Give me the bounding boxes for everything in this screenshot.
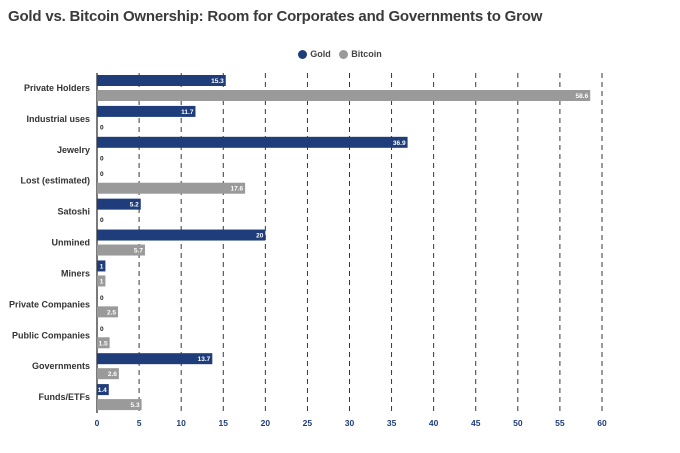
data-label-gold: 36.9 <box>393 140 406 147</box>
bar-bitcoin <box>97 244 145 256</box>
x-tick-label: 55 <box>555 418 565 428</box>
data-label-bitcoin: 5.7 <box>134 248 143 255</box>
category-label: Satoshi <box>57 207 90 217</box>
legend-swatch-gold <box>298 49 308 59</box>
bar-bitcoin <box>97 399 142 411</box>
x-tick-label: 35 <box>387 418 397 428</box>
data-label-bitcoin: 2.5 <box>107 309 116 316</box>
x-tick-label: 40 <box>429 418 439 428</box>
x-tick-label: 60 <box>597 418 607 428</box>
legend-item-gold: Gold <box>298 49 331 59</box>
bar-gold <box>97 384 109 396</box>
x-tick-label: 45 <box>471 418 481 428</box>
data-label-gold: 5.2 <box>130 202 139 209</box>
category-label: Miners <box>61 268 90 278</box>
bar-gold <box>97 75 226 86</box>
data-label-gold: 0 <box>100 171 104 178</box>
legend-swatch-bitcoin <box>339 49 349 59</box>
data-label-bitcoin: 2.6 <box>108 371 117 378</box>
data-label-gold: 13.7 <box>198 356 211 363</box>
data-label-bitcoin: 0 <box>100 124 104 131</box>
data-label-gold: 1.4 <box>98 387 107 394</box>
data-label-bitcoin: 17.6 <box>230 186 243 193</box>
category-label: Private Companies <box>9 299 90 309</box>
x-tick-label: 0 <box>95 418 100 428</box>
bar-bitcoin <box>97 275 106 287</box>
x-tick-label: 50 <box>513 418 523 428</box>
category-label: Lost (estimated) <box>20 176 90 186</box>
bar-gold <box>97 260 106 272</box>
data-label-bitcoin: 58.6 <box>576 93 589 100</box>
category-label: Industrial uses <box>26 114 90 124</box>
data-label-gold: 0 <box>100 326 104 333</box>
legend: Gold Bitcoin <box>0 49 680 61</box>
category-label: Funds/ETFs <box>39 392 91 402</box>
bar-gold <box>97 353 213 365</box>
bar-gold <box>97 198 141 210</box>
data-label-gold: 11.7 <box>181 109 194 116</box>
category-label: Public Companies <box>12 330 90 340</box>
category-label: Private Holders <box>24 83 90 93</box>
chart-title: Gold vs. Bitcoin Ownership: Room for Cor… <box>8 8 543 25</box>
data-label-bitcoin: 5.3 <box>131 402 140 409</box>
data-label-gold: 15.3 <box>211 78 224 85</box>
data-label-bitcoin: 1.5 <box>99 340 108 347</box>
data-label-gold: 0 <box>100 295 104 302</box>
bar-bitcoin <box>97 90 591 101</box>
x-tick-label: 15 <box>219 418 229 428</box>
bar-bitcoin <box>97 368 119 380</box>
category-label: Unmined <box>51 238 90 248</box>
legend-label-gold: Gold <box>310 49 331 59</box>
x-tick-label: 5 <box>137 418 142 428</box>
bar-gold <box>97 105 196 117</box>
bar-bitcoin <box>97 337 110 349</box>
bar-gold <box>97 136 408 148</box>
x-tick-label: 20 <box>261 418 271 428</box>
x-tick-label: 30 <box>345 418 355 428</box>
category-label: Jewelry <box>57 145 90 155</box>
data-label-gold: 20 <box>256 233 264 240</box>
data-label-bitcoin: 0 <box>100 217 104 224</box>
bar-gold <box>97 229 266 241</box>
category-label: Governments <box>32 361 90 371</box>
data-label-bitcoin: 0 <box>100 155 104 162</box>
x-tick-label: 25 <box>303 418 313 428</box>
x-tick-label: 10 <box>176 418 186 428</box>
legend-label-bitcoin: Bitcoin <box>351 49 382 59</box>
data-label-gold: 1 <box>100 263 104 270</box>
bar-bitcoin <box>97 306 119 318</box>
legend-item-bitcoin: Bitcoin <box>339 49 382 59</box>
bar-bitcoin <box>97 182 246 194</box>
data-label-bitcoin: 1 <box>100 278 104 285</box>
